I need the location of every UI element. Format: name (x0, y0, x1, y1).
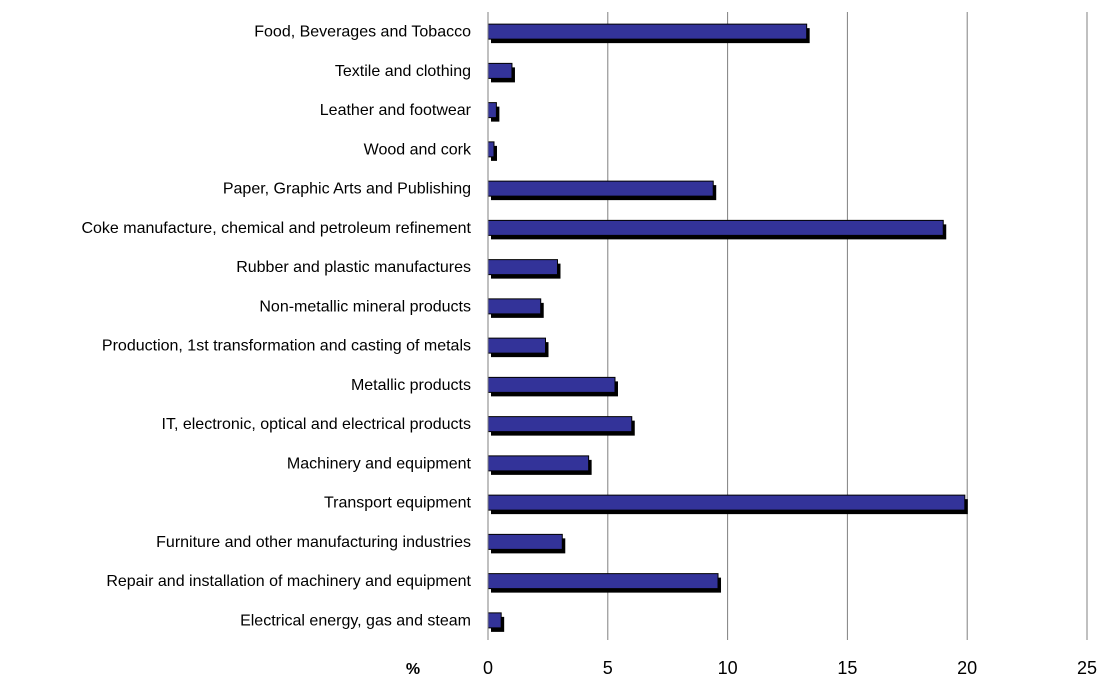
bar (487, 455, 590, 472)
bar (487, 416, 633, 433)
x-tick-label: 20 (957, 658, 977, 678)
bar (487, 23, 808, 40)
bar (487, 259, 558, 276)
category-label: Paper, Graphic Arts and Publishing (223, 181, 471, 198)
bar (487, 141, 495, 158)
bars (487, 23, 968, 632)
category-label: Textile and clothing (335, 63, 471, 80)
category-label: Leather and footwear (320, 102, 472, 119)
category-label: Machinery and equipment (287, 455, 472, 472)
x-tick-label: 0 (483, 658, 493, 678)
category-label: Electrical energy, gas and steam (240, 612, 471, 629)
category-label: Non-metallic mineral products (259, 298, 471, 315)
bar (487, 298, 542, 315)
x-axis-label: % (406, 661, 420, 678)
bar (487, 376, 616, 393)
category-label: Food, Beverages and Tobacco (254, 24, 471, 41)
category-label: Furniture and other manufacturing indust… (156, 534, 471, 551)
category-label: Repair and installation of machinery and… (106, 573, 471, 590)
category-label: Production, 1st transformation and casti… (102, 338, 471, 355)
category-label: Transport equipment (324, 495, 472, 512)
x-tick-label: 15 (837, 658, 857, 678)
bar (487, 612, 502, 629)
category-label: Rubber and plastic manufactures (236, 259, 471, 276)
x-tick-label: 10 (718, 658, 738, 678)
bar (487, 337, 547, 354)
category-label: Metallic products (351, 377, 471, 394)
bar (487, 573, 719, 590)
bar (487, 62, 513, 79)
bar (487, 219, 944, 236)
category-label: Wood and cork (364, 141, 472, 158)
x-tick-label: 25 (1077, 658, 1097, 678)
category-label: IT, electronic, optical and electrical p… (162, 416, 471, 433)
category-labels: Food, Beverages and Tobacco Textile and c… (81, 24, 472, 630)
bar (487, 180, 714, 197)
gridlines (607, 12, 1088, 640)
bar (487, 102, 497, 119)
bar (487, 533, 563, 550)
bar (487, 494, 966, 511)
x-tick-label: 5 (603, 658, 613, 678)
x-tick-labels: 0 5 10 15 20 25 (483, 658, 1097, 678)
category-label: Coke manufacture, chemical and petroleum… (81, 220, 471, 237)
